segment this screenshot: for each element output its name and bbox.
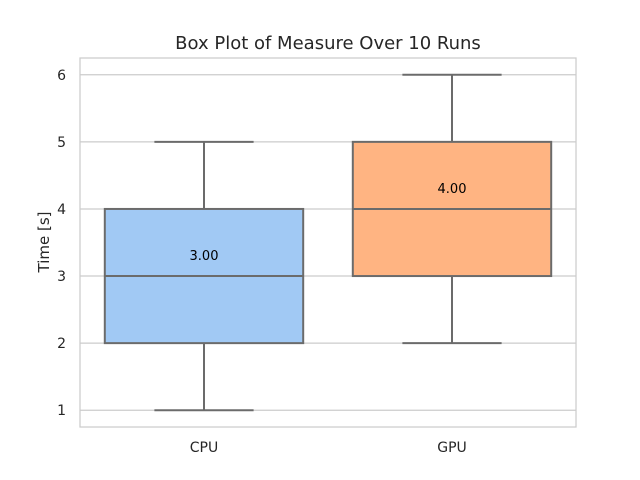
boxes: 3.00 4.00 bbox=[103, 73, 553, 412]
y-tick-label: 6 bbox=[57, 68, 66, 84]
plot-frame bbox=[79, 57, 577, 428]
y-tick-label: 5 bbox=[57, 135, 66, 151]
y-tick-label: 4 bbox=[57, 202, 66, 218]
box-group-cpu: 3.00 bbox=[103, 140, 305, 412]
chart-title: Box Plot of Measure Over 10 Runs bbox=[175, 33, 481, 54]
y-axis-label: Time [s] bbox=[35, 212, 53, 274]
x-tick-label: GPU bbox=[437, 440, 467, 456]
box-group-gpu: 4.00 bbox=[351, 73, 553, 345]
y-tick-label: 1 bbox=[57, 403, 66, 419]
x-tick-labels: CPU GPU bbox=[190, 440, 467, 456]
x-tick-label: CPU bbox=[190, 440, 218, 456]
median-label: 3.00 bbox=[190, 249, 219, 264]
y-tick-label: 2 bbox=[57, 336, 66, 352]
median-label: 4.00 bbox=[438, 182, 467, 197]
y-tick-labels: 1 2 3 4 5 6 bbox=[57, 68, 66, 419]
y-tick-label: 3 bbox=[57, 269, 66, 285]
